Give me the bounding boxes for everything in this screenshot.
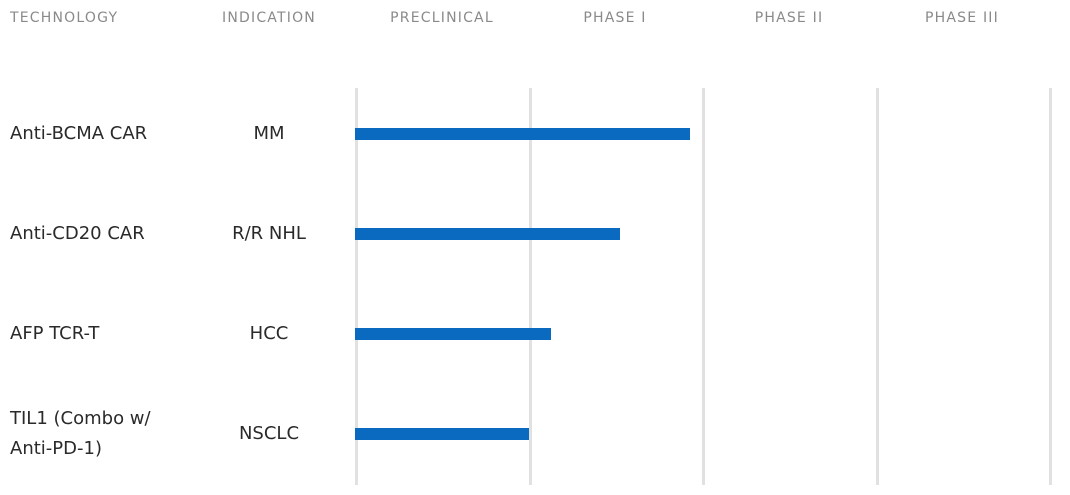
indication-label: HCC bbox=[249, 323, 289, 344]
gridline-2 bbox=[702, 88, 705, 485]
indication-label: R/R NHL bbox=[232, 223, 306, 244]
technology-label-line: Anti-BCMA CAR bbox=[10, 123, 148, 144]
gridline-4 bbox=[1049, 88, 1052, 485]
technology-label: AFP TCR-T bbox=[10, 319, 99, 349]
technology-label: TIL1 (Combo w/Anti-PD-1) bbox=[10, 404, 151, 464]
indication-label: MM bbox=[253, 123, 285, 144]
technology-label-line: TIL1 (Combo w/ bbox=[10, 408, 151, 429]
header-phase-2: PHASE II bbox=[754, 10, 824, 26]
technology-label: Anti-CD20 CAR bbox=[10, 219, 145, 249]
indication-label: NSCLC bbox=[238, 423, 300, 444]
progress-bar bbox=[355, 428, 529, 440]
header-phase-1: PHASE I bbox=[583, 10, 647, 26]
gridline-3 bbox=[875, 88, 879, 485]
header-preclinical: PRECLINICAL bbox=[390, 10, 494, 26]
gridline-0 bbox=[355, 88, 358, 485]
technology-label-line: Anti-PD-1) bbox=[10, 438, 102, 459]
progress-bar bbox=[355, 228, 621, 240]
header-indication: INDICATION bbox=[222, 10, 316, 26]
progress-bar bbox=[355, 128, 690, 140]
technology-label-line: Anti-CD20 CAR bbox=[10, 223, 145, 244]
technology-label-line: AFP TCR-T bbox=[10, 323, 100, 344]
technology-label: Anti-BCMA CAR bbox=[10, 119, 147, 149]
header-phase-3: PHASE III bbox=[925, 10, 999, 26]
header-technology: TECHNOLOGY bbox=[10, 10, 119, 26]
gridline-1 bbox=[528, 88, 532, 485]
progress-bar bbox=[355, 328, 552, 340]
